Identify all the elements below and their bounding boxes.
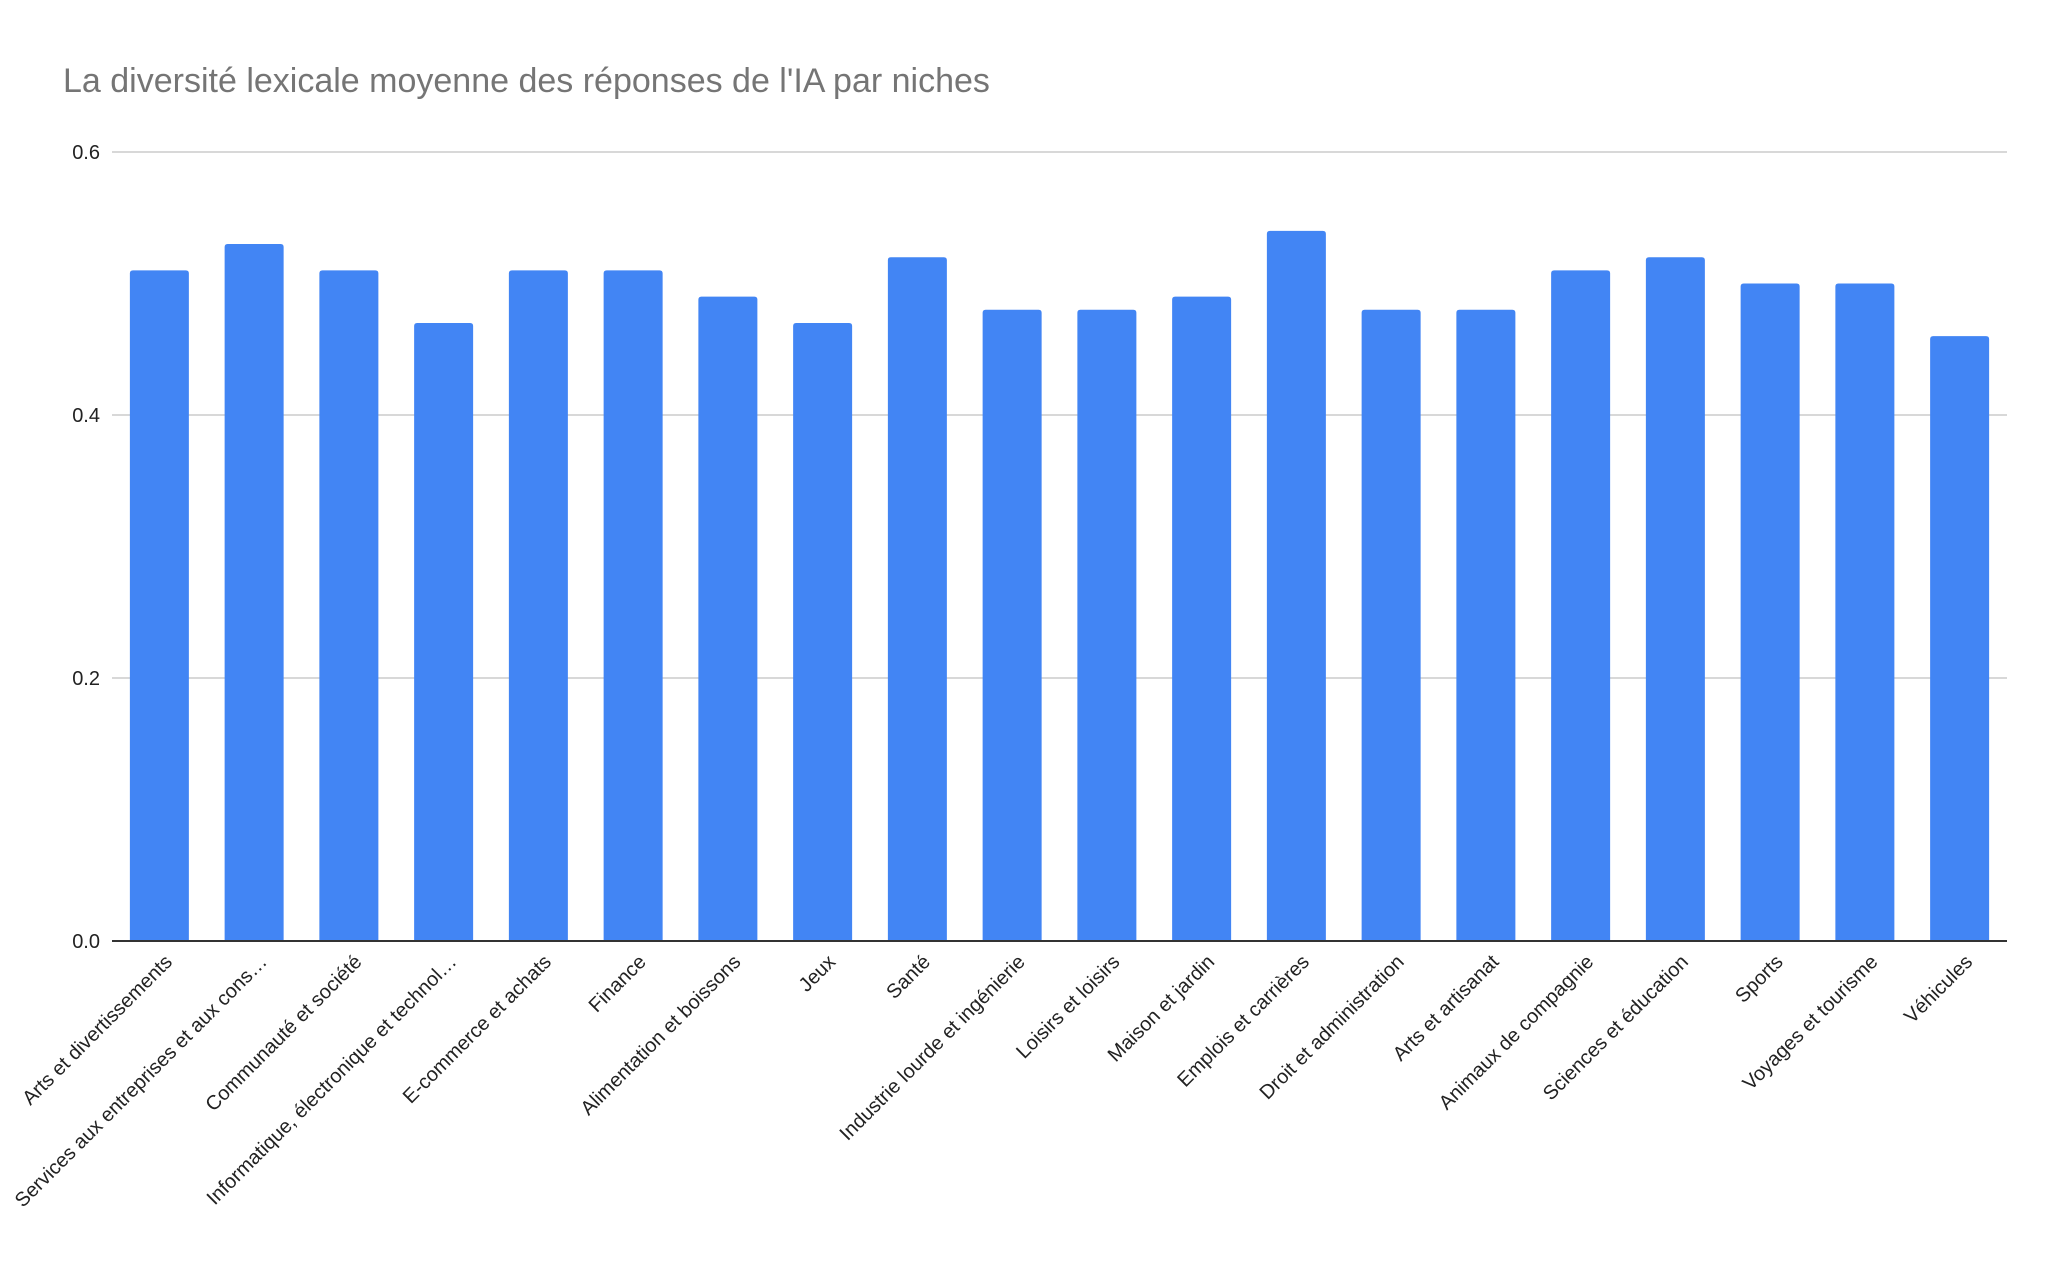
bar bbox=[698, 296, 758, 941]
x-tick-label: Finance bbox=[585, 951, 651, 1017]
bar bbox=[319, 270, 379, 942]
bar bbox=[982, 309, 1042, 941]
y-tick-label: 0.0 bbox=[72, 931, 100, 953]
bar bbox=[1835, 283, 1895, 941]
x-tick-label: Jeux bbox=[795, 951, 840, 996]
bar bbox=[1077, 309, 1137, 941]
y-axis-ticks: 0.0 0.2 0.4 0.6 bbox=[72, 142, 100, 953]
bar bbox=[1456, 309, 1516, 941]
bar bbox=[887, 257, 947, 941]
y-tick-label: 0.4 bbox=[72, 405, 100, 427]
bar bbox=[1551, 270, 1611, 942]
bar bbox=[1930, 336, 1990, 942]
bars bbox=[129, 230, 1990, 942]
y-tick-label: 0.2 bbox=[72, 668, 100, 690]
bar bbox=[129, 270, 189, 942]
bar bbox=[414, 322, 474, 941]
x-tick-label: Santé bbox=[882, 951, 935, 1004]
bar bbox=[1645, 257, 1705, 941]
chart-title: La diversité lexicale moyenne des répons… bbox=[63, 62, 990, 100]
bar bbox=[508, 270, 568, 942]
x-tick-label: Communauté et société bbox=[201, 951, 366, 1116]
y-tick-label: 0.6 bbox=[72, 142, 100, 164]
x-tick-label: Arts et divertissements bbox=[18, 951, 177, 1110]
bar bbox=[1266, 230, 1326, 941]
bar bbox=[1361, 309, 1421, 941]
x-tick-label: Animaux de compagnie bbox=[1435, 951, 1598, 1114]
bar bbox=[603, 270, 663, 942]
x-tick-label: Industrie lourde et ingénierie bbox=[836, 951, 1030, 1145]
x-tick-label: Sports bbox=[1731, 951, 1787, 1007]
x-tick-label: Alimentation et boissons bbox=[577, 951, 746, 1120]
x-tick-label: Véhicules bbox=[1900, 951, 1977, 1028]
bar bbox=[224, 244, 284, 942]
bar bbox=[1740, 283, 1800, 941]
bar bbox=[793, 322, 853, 941]
bar bbox=[1172, 296, 1232, 941]
gridlines bbox=[112, 151, 2007, 679]
